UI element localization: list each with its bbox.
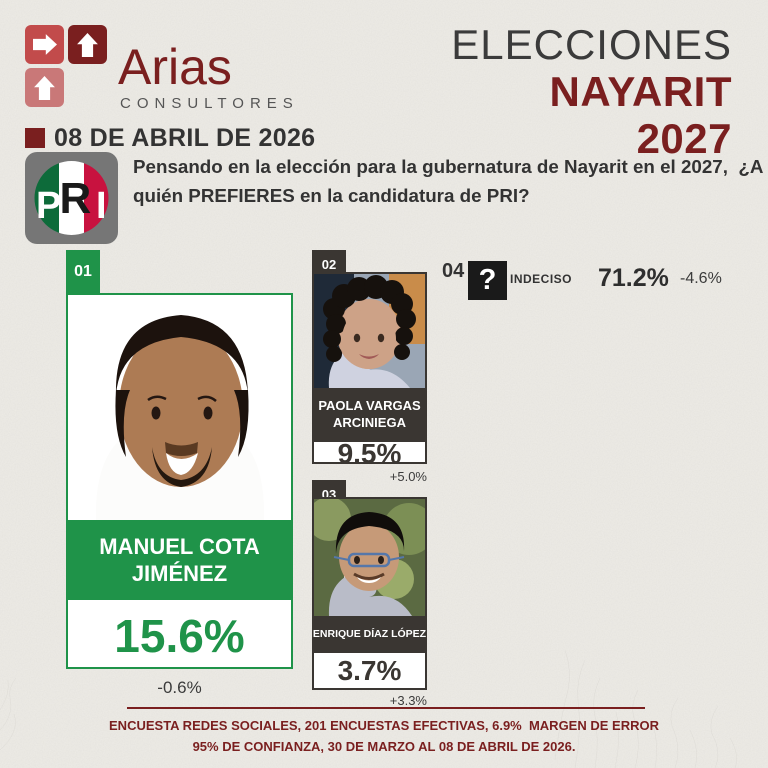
svg-text:P: P	[36, 185, 61, 227]
svg-text:I: I	[96, 185, 107, 227]
svg-text:R: R	[60, 174, 92, 223]
